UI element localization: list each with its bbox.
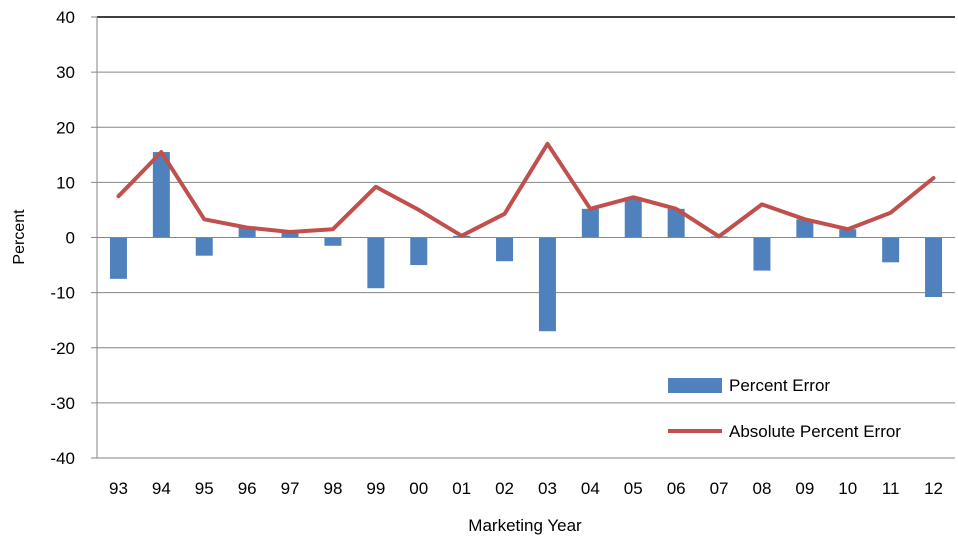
legend-label-percent-error: Percent Error bbox=[729, 376, 830, 395]
y-tick-label: -20 bbox=[50, 339, 75, 358]
bar-series bbox=[109, 152, 943, 332]
y-axis-label: Percent bbox=[11, 209, 28, 265]
x-tick-label: 03 bbox=[538, 479, 557, 498]
y-tick-label: 0 bbox=[66, 229, 75, 248]
x-axis-label: Marketing Year bbox=[468, 516, 582, 535]
x-tick-label: 06 bbox=[667, 479, 686, 498]
legend-swatch-percent-error bbox=[668, 378, 722, 393]
bar-percent-error bbox=[581, 208, 599, 238]
x-tick-label: 01 bbox=[452, 479, 471, 498]
bar-percent-error bbox=[496, 237, 514, 262]
line-series bbox=[116, 141, 936, 239]
bar-percent-error bbox=[753, 237, 771, 271]
y-tick-label: -40 bbox=[50, 449, 75, 468]
y-tick-label: 30 bbox=[56, 63, 75, 82]
y-tick-label: -10 bbox=[50, 284, 75, 303]
x-tick-label: 98 bbox=[323, 479, 342, 498]
x-tick-label: 04 bbox=[581, 479, 600, 498]
y-tick-labels: 40 30 20 10 0 -10 -20 -30 -40 bbox=[50, 8, 75, 468]
x-tick-label: 07 bbox=[710, 479, 729, 498]
x-tick-label: 05 bbox=[624, 479, 643, 498]
bar-percent-error bbox=[839, 229, 857, 238]
axes bbox=[91, 16, 955, 459]
bar-percent-error bbox=[925, 237, 943, 298]
x-tick-label: 09 bbox=[795, 479, 814, 498]
x-tick-label: 94 bbox=[152, 479, 171, 498]
x-tick-label: 93 bbox=[109, 479, 128, 498]
x-tick-labels: 93 94 95 96 97 98 99 00 01 02 03 04 05 06 07 08 09 10 11 12 bbox=[109, 479, 943, 498]
x-tick-label: 10 bbox=[838, 479, 857, 498]
gridlines bbox=[97, 16, 955, 459]
bar-percent-error bbox=[624, 197, 642, 238]
x-tick-label: 96 bbox=[238, 479, 257, 498]
legend-label-absolute-percent-error: Absolute Percent Error bbox=[729, 422, 901, 441]
y-tick-label: 40 bbox=[56, 8, 75, 27]
bar-percent-error bbox=[367, 237, 385, 289]
x-tick-label: 99 bbox=[366, 479, 385, 498]
bar-percent-error bbox=[195, 237, 213, 256]
line-absolute-percent-error bbox=[116, 141, 936, 239]
bar-percent-error bbox=[109, 237, 127, 279]
bar-percent-error bbox=[152, 152, 170, 238]
y-tick-label: -30 bbox=[50, 394, 75, 413]
x-tick-label: 95 bbox=[195, 479, 214, 498]
bar-percent-error bbox=[796, 219, 814, 238]
y-tick-label: 10 bbox=[56, 173, 75, 192]
bar-percent-error bbox=[410, 237, 428, 266]
x-tick-label: 12 bbox=[924, 479, 943, 498]
bar-percent-error bbox=[324, 237, 342, 246]
x-tick-label: 11 bbox=[882, 479, 900, 498]
x-tick-label: 97 bbox=[281, 479, 300, 498]
y-tick-label: 20 bbox=[56, 118, 75, 137]
bar-percent-error bbox=[667, 208, 685, 238]
x-tick-label: 02 bbox=[495, 479, 514, 498]
bar-percent-error bbox=[238, 227, 256, 238]
bar-percent-error bbox=[281, 231, 299, 238]
legend: Percent Error Absolute Percent Error bbox=[668, 376, 901, 441]
x-tick-label: 08 bbox=[752, 479, 771, 498]
x-tick-label: 00 bbox=[409, 479, 428, 498]
bar-percent-error bbox=[882, 237, 900, 263]
bar-percent-error bbox=[538, 237, 556, 332]
